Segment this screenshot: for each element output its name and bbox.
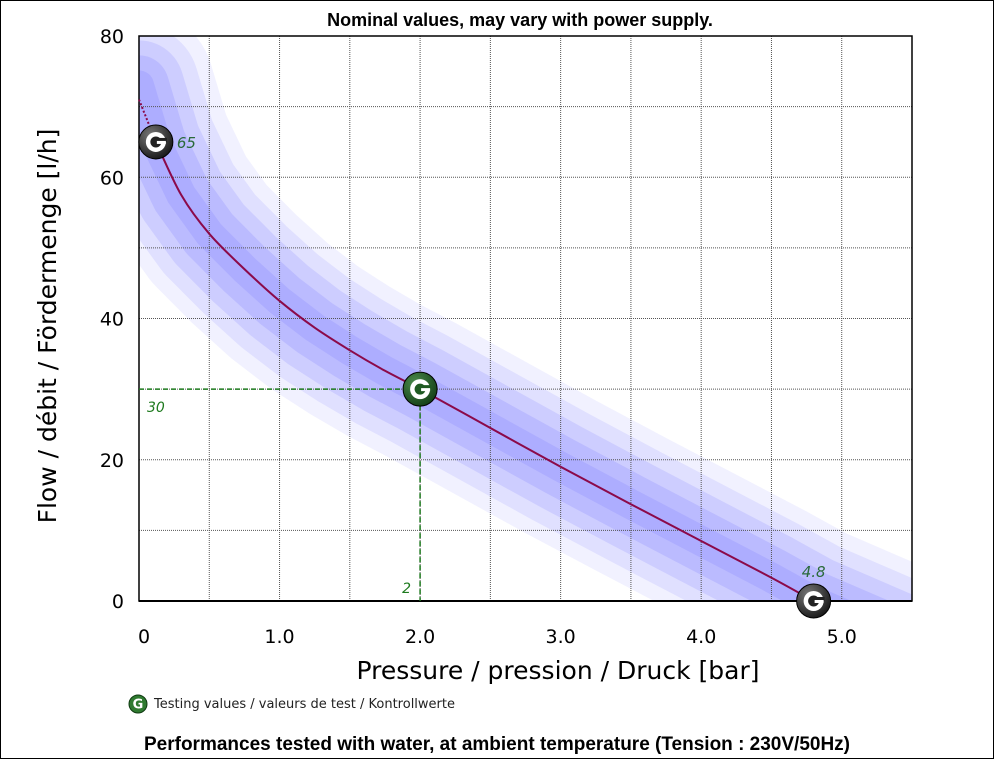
tolerance-band-group [139, 36, 912, 601]
legend-label: Testing values / valeurs de test / Kontr… [154, 696, 455, 712]
x-tick-label: 0 [138, 626, 150, 648]
x-tick-label: 5.0 [827, 626, 857, 648]
legend: G Testing values / valeurs de test / Kon… [128, 694, 455, 714]
y-tick-label: 40 [100, 309, 124, 331]
x-tick-label: 4.0 [686, 626, 716, 648]
x-tick-label: 3.0 [546, 626, 576, 648]
test-point-marker: 4.8 [796, 563, 832, 619]
test-point-marker [402, 371, 438, 407]
chart-title: Nominal values, may vary with power supp… [327, 10, 713, 30]
y-tick-label: 80 [100, 26, 124, 48]
test-point-marker: 65 [138, 124, 196, 160]
flow-curve [154, 141, 815, 602]
footer-note: Performances tested with water, at ambie… [143, 734, 851, 755]
svg-text:G: G [133, 698, 144, 713]
test-point-label: 4.8 [802, 563, 826, 581]
test-point-g-notch [813, 597, 825, 601]
reference-x-label: 2 [402, 581, 411, 597]
x-tick-label: 1.0 [264, 626, 294, 648]
test-point-g-bar [421, 388, 431, 392]
y-tick-label: 60 [100, 167, 124, 189]
test-point-g-notch [420, 385, 432, 390]
x-axis-label: Pressure / pression / Druck [bar] [356, 656, 759, 685]
reference-y-label: 30 [147, 400, 165, 416]
test-point-g-notch [155, 137, 167, 142]
y-tick-label: 0 [112, 591, 124, 613]
legend-marker-icon: G [128, 694, 148, 714]
test-point-g-bar [156, 140, 166, 144]
test-point-g-bar [814, 600, 824, 603]
grid [139, 36, 912, 601]
y-axis-label: Flow / débit / Fördermenge [l/h] [33, 129, 62, 524]
y-tick-label: 20 [100, 450, 124, 472]
test-point-label: 65 [177, 134, 196, 152]
x-tick-label: 2.0 [405, 626, 435, 648]
